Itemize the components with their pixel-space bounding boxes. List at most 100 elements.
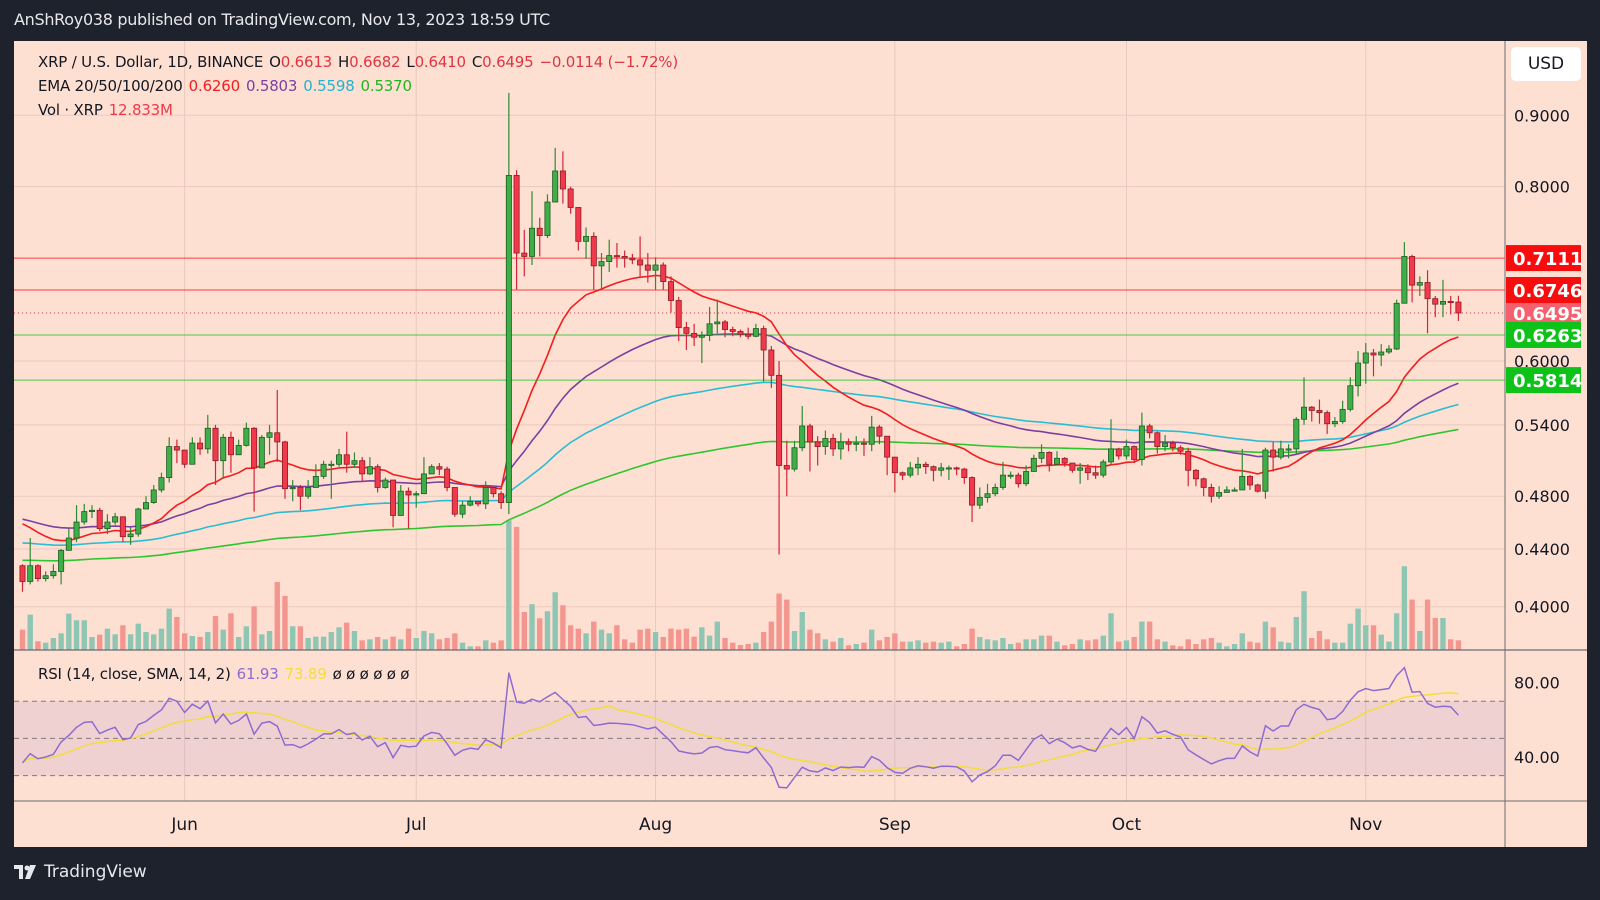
volume-bar [1169,644,1177,650]
candle-body [938,467,945,471]
volume-bar [1455,639,1462,650]
candle [189,437,196,465]
candle-body [1324,412,1331,425]
candle-body [714,321,721,325]
volume-bar [1045,635,1053,650]
volume-bar [173,616,181,650]
chart-area[interactable]: Jun Jul Aug Sep Oct Nov 0.9000 0.8000 0.6000 0.54… [14,41,1587,847]
candle [1069,462,1076,473]
volume-bar [822,638,829,650]
candle-body [158,477,165,491]
candle [1432,295,1439,318]
volume-bar [490,642,497,650]
candle-body [1223,489,1230,493]
volume-bar [1424,598,1431,650]
candle-body [992,487,999,495]
candle-body [351,460,358,465]
volume-bar [1030,638,1038,650]
candle-body [590,235,597,267]
level-price-label-box [1506,245,1581,272]
candle [722,320,729,338]
volume-bar [196,636,204,650]
candle-body [814,441,821,447]
volume-bar [273,581,281,650]
volume-bar [806,629,814,650]
candle [822,430,829,455]
candle-body [359,460,366,475]
candle [675,296,682,342]
candle-body [1123,446,1130,457]
volume-bar [644,628,652,650]
volume-bar [876,639,883,650]
candle-body [922,463,929,468]
candle [27,538,34,585]
candle-body [1339,408,1346,422]
volume-bar [219,629,227,650]
volume-bar [297,625,304,650]
candle [915,457,922,476]
candle [390,479,397,528]
candle [583,227,590,260]
symbol-title[interactable]: XRP / U.S. Dollar, 1D, BINANCE [38,53,264,71]
candle-body [1185,450,1192,471]
volume-bar [1015,642,1022,650]
candle [227,431,234,473]
volume-bar [189,635,196,650]
volume-bar [1246,641,1254,650]
volume-bar [127,633,134,650]
candle [1293,417,1300,454]
candle-body [1254,484,1261,492]
candle [876,424,883,445]
candle-body [220,436,227,462]
candle [81,503,88,525]
volume-bar [1161,641,1169,650]
volume-bar [667,628,675,650]
candle [660,262,667,290]
candle [1154,431,1161,454]
candle [536,217,543,257]
candle [590,232,597,290]
candle [729,326,736,337]
volume-bar [814,632,821,650]
volume-legend[interactable]: Vol · XRP 12.833M [38,101,179,119]
candle [752,323,759,338]
candle [868,415,875,452]
volume-bar [559,604,567,650]
volume-bar [906,641,914,650]
tradingview-logo[interactable]: TradingView [14,862,147,882]
chart-canvas[interactable]: Jun Jul Aug Sep Oct Nov 0.9000 0.8000 0.6000 0.54… [14,41,1587,847]
candle [891,456,898,493]
candle-body [629,257,636,261]
volume-bar [327,631,335,650]
volume-bar [621,638,628,650]
candle [1285,444,1292,459]
rsi-pane [14,666,1505,789]
candle [667,276,674,313]
candle-body [1046,452,1053,465]
volume-bar [374,636,381,650]
candle [853,436,860,452]
volume-bar [389,636,397,650]
currency-button[interactable]: USD [1511,47,1581,81]
candle-body [1285,448,1292,451]
ema100-line [22,381,1459,547]
candle [1038,444,1045,464]
candle [1192,469,1199,487]
candle-body [729,329,736,332]
rsi-ma-value: 73.89 [284,665,327,683]
rsi-legend[interactable]: RSI (14, close, SMA, 14, 2) 61.93 73.89 ø ø… [38,665,415,683]
ema-legend[interactable]: EMA 20/50/100/200 0.6260 0.5803 0.5598 0.537… [38,77,418,95]
candle-body [745,333,752,337]
candle [1277,440,1284,460]
volume-bar [744,643,752,650]
candle-body [50,571,57,577]
time-label-aug: Aug [639,815,672,835]
volume-bar [513,526,520,650]
candle-body [81,511,88,523]
volume-bar [922,642,930,650]
candle [451,487,458,517]
volume-bar [937,642,945,650]
candle-body [1231,489,1238,492]
candle [1053,451,1060,466]
candle-body [1192,469,1199,480]
